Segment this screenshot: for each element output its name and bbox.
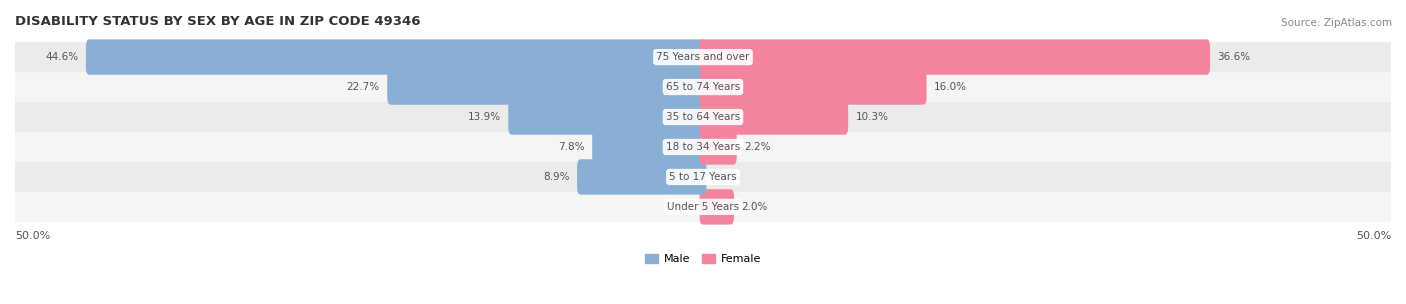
FancyBboxPatch shape [15,192,1391,222]
FancyBboxPatch shape [387,69,706,105]
Text: 0.0%: 0.0% [714,172,740,182]
FancyBboxPatch shape [592,129,706,165]
Text: 0.0%: 0.0% [666,202,692,212]
Text: 65 to 74 Years: 65 to 74 Years [666,82,740,92]
FancyBboxPatch shape [509,99,706,135]
Text: 10.3%: 10.3% [856,112,889,122]
FancyBboxPatch shape [15,42,1391,72]
Text: 13.9%: 13.9% [468,112,501,122]
Text: 36.6%: 36.6% [1218,52,1251,62]
Text: 2.2%: 2.2% [744,142,770,152]
FancyBboxPatch shape [700,99,848,135]
Text: 5 to 17 Years: 5 to 17 Years [669,172,737,182]
Text: 18 to 34 Years: 18 to 34 Years [666,142,740,152]
Legend: Male, Female: Male, Female [645,254,761,264]
Text: 35 to 64 Years: 35 to 64 Years [666,112,740,122]
Text: 44.6%: 44.6% [45,52,79,62]
Text: Under 5 Years: Under 5 Years [666,202,740,212]
Text: 75 Years and over: 75 Years and over [657,52,749,62]
FancyBboxPatch shape [700,189,734,225]
FancyBboxPatch shape [700,69,927,105]
FancyBboxPatch shape [15,102,1391,132]
Text: 16.0%: 16.0% [934,82,967,92]
FancyBboxPatch shape [15,132,1391,162]
Text: 7.8%: 7.8% [558,142,585,152]
Text: 8.9%: 8.9% [543,172,569,182]
Text: 50.0%: 50.0% [15,231,51,241]
FancyBboxPatch shape [576,159,706,195]
FancyBboxPatch shape [15,72,1391,102]
FancyBboxPatch shape [86,40,706,75]
FancyBboxPatch shape [15,162,1391,192]
Text: 50.0%: 50.0% [1355,231,1391,241]
Text: Source: ZipAtlas.com: Source: ZipAtlas.com [1281,18,1392,28]
FancyBboxPatch shape [700,129,737,165]
FancyBboxPatch shape [700,40,1211,75]
Text: 2.0%: 2.0% [741,202,768,212]
Text: DISABILITY STATUS BY SEX BY AGE IN ZIP CODE 49346: DISABILITY STATUS BY SEX BY AGE IN ZIP C… [15,15,420,28]
Text: 22.7%: 22.7% [346,82,380,92]
